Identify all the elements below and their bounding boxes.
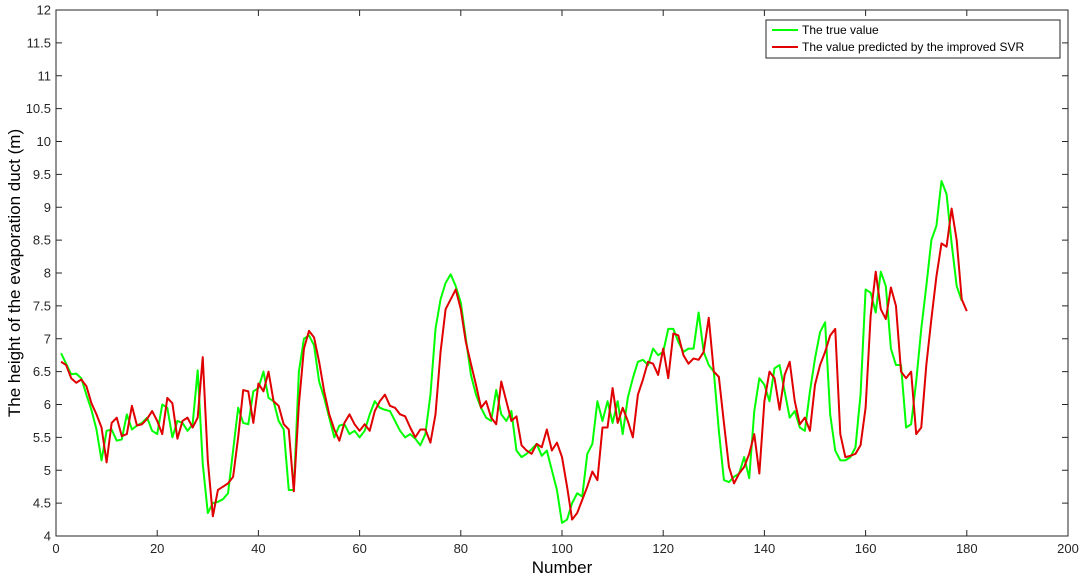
legend-label-true-value: The true value <box>802 23 879 37</box>
y-tick-label: 11 <box>38 68 52 83</box>
y-tick-label: 6 <box>44 397 51 412</box>
legend: The true value The value predicted by th… <box>765 19 1061 59</box>
x-tick-label: 80 <box>454 541 468 556</box>
x-tick-label: 60 <box>352 541 366 556</box>
x-tick-label: 180 <box>956 541 978 556</box>
x-tick-label: 160 <box>855 541 877 556</box>
x-tick-label: 100 <box>551 541 573 556</box>
y-tick-label: 11.5 <box>27 35 51 50</box>
x-tick-label: 200 <box>1057 541 1079 556</box>
y-tick-label: 5.5 <box>33 430 51 445</box>
legend-box <box>765 19 1061 59</box>
series-layer <box>60 179 968 524</box>
x-tick-label: 20 <box>150 541 164 556</box>
y-axis-title: The height of the evaporation duct (m) <box>5 129 24 417</box>
y-tick-label: 7 <box>44 331 51 346</box>
x-axis-title: Number <box>532 558 593 577</box>
y-tick-label: 4 <box>44 529 51 544</box>
y-axis-ticks: 4 4.5 5 5.5 6 6.5 7 7.5 8 8.5 9 9.5 10 10.5 11 11.5 12 <box>26 3 1068 544</box>
y-tick-label: 8.5 <box>33 233 51 248</box>
x-tick-label: 0 <box>52 541 59 556</box>
y-tick-label: 10.5 <box>26 101 51 116</box>
y-tick-label: 5 <box>44 463 51 478</box>
x-tick-label: 120 <box>652 541 674 556</box>
y-tick-label: 7.5 <box>33 298 51 313</box>
y-tick-label: 8 <box>44 266 51 281</box>
y-tick-label: 9.5 <box>33 167 51 182</box>
x-tick-label: 40 <box>251 541 265 556</box>
x-tick-label: 140 <box>754 541 776 556</box>
y-tick-label: 4.5 <box>33 496 51 511</box>
y-tick-label: 12 <box>37 3 51 18</box>
legend-label-predicted-value: The value predicted by the improved SVR <box>802 40 1024 54</box>
plot-area-frame <box>55 9 1069 537</box>
x-axis-ticks: 0 20 40 60 80 100 120 140 160 180 200 <box>52 10 1079 556</box>
y-tick-label: 10 <box>37 134 51 149</box>
y-tick-label: 6.5 <box>33 364 51 379</box>
y-tick-label: 9 <box>44 200 51 215</box>
series-line-predicted-value <box>60 207 968 521</box>
